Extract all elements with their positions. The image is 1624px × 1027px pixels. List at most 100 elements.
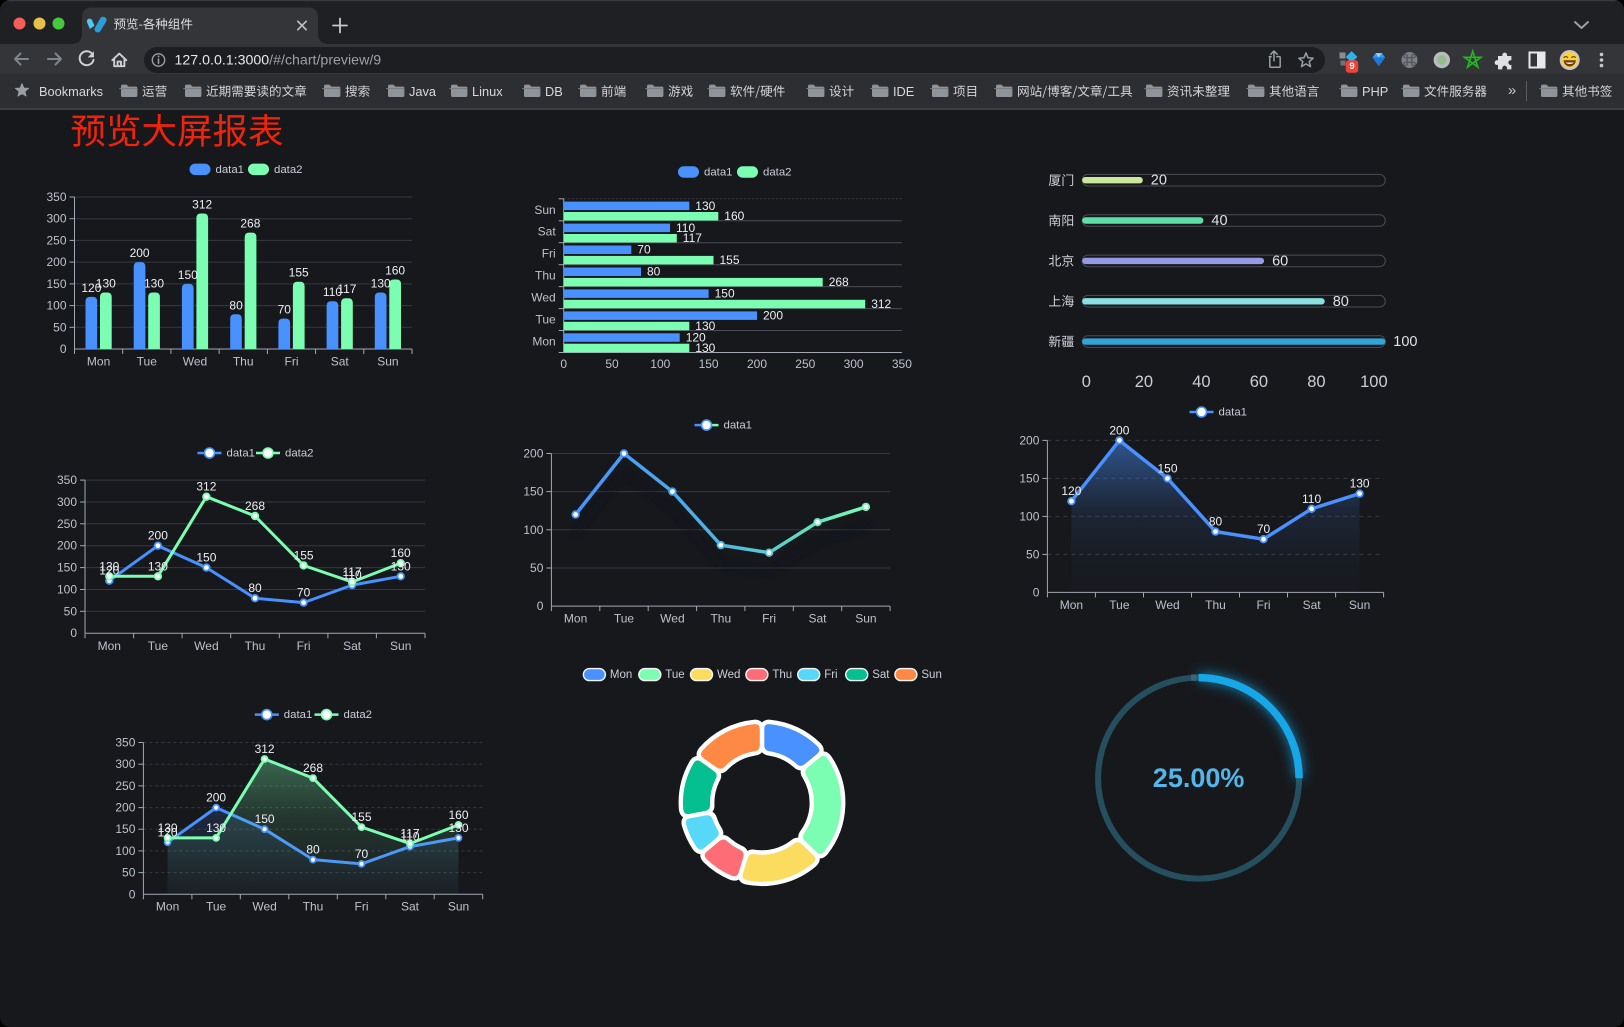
svg-text:DB: DB <box>545 84 563 99</box>
svg-text:155: 155 <box>351 810 371 824</box>
svg-text:50: 50 <box>53 320 67 334</box>
svg-text:PHP: PHP <box>1362 84 1388 99</box>
svg-text:200: 200 <box>1019 433 1039 447</box>
svg-text:250: 250 <box>795 357 815 371</box>
svg-text:312: 312 <box>192 198 212 212</box>
svg-text:130: 130 <box>448 821 468 835</box>
svg-text:0: 0 <box>70 626 77 640</box>
svg-text:268: 268 <box>240 217 260 231</box>
svg-text:Fri: Fri <box>297 639 311 653</box>
svg-text:data1: data1 <box>704 167 733 179</box>
svg-text:117: 117 <box>343 565 362 579</box>
svg-text:155: 155 <box>294 548 314 562</box>
svg-text:200: 200 <box>206 791 226 805</box>
svg-text:0: 0 <box>560 357 567 371</box>
svg-text:Tue: Tue <box>206 900 227 914</box>
svg-text:150: 150 <box>178 268 198 282</box>
svg-text:150: 150 <box>1019 471 1039 485</box>
svg-text:130: 130 <box>144 277 164 291</box>
svg-text:data2: data2 <box>344 709 373 721</box>
svg-text:Thu: Thu <box>233 355 254 369</box>
svg-text:130: 130 <box>695 341 715 355</box>
svg-text:110: 110 <box>1302 492 1321 506</box>
svg-text:70: 70 <box>297 586 311 600</box>
svg-text:200: 200 <box>747 357 767 371</box>
svg-text:160: 160 <box>724 209 744 223</box>
svg-text:160: 160 <box>385 264 405 278</box>
svg-text:Wed: Wed <box>1155 598 1179 612</box>
svg-text:150: 150 <box>57 561 77 575</box>
svg-text:350: 350 <box>115 736 135 750</box>
svg-text:300: 300 <box>844 357 864 371</box>
svg-text:Tue: Tue <box>665 669 684 681</box>
svg-text:130: 130 <box>391 559 411 573</box>
svg-text:130: 130 <box>1350 477 1370 491</box>
svg-text:Sun: Sun <box>534 203 555 217</box>
svg-text:130: 130 <box>158 821 178 835</box>
svg-text:Mon: Mon <box>87 355 110 369</box>
svg-text:110: 110 <box>343 568 362 582</box>
svg-text:Thu: Thu <box>535 269 556 283</box>
svg-text:0: 0 <box>537 599 544 613</box>
svg-text:268: 268 <box>245 499 265 513</box>
svg-text:250: 250 <box>115 779 135 793</box>
svg-text:100: 100 <box>1393 334 1417 350</box>
svg-text:80: 80 <box>229 298 243 312</box>
svg-text:80: 80 <box>1307 373 1325 391</box>
svg-text:110: 110 <box>323 285 342 299</box>
svg-text:Fri: Fri <box>762 612 776 626</box>
svg-text:data1: data1 <box>227 448 256 460</box>
svg-text:Wed: Wed <box>252 900 276 914</box>
svg-text:150: 150 <box>196 551 216 565</box>
svg-text:50: 50 <box>64 604 78 618</box>
svg-text:20: 20 <box>1151 173 1167 189</box>
svg-text:IDE: IDE <box>893 84 914 99</box>
svg-text:Tue: Tue <box>535 313 556 327</box>
svg-text:Thu: Thu <box>772 669 792 681</box>
svg-text:Tue: Tue <box>137 355 158 369</box>
svg-text:100: 100 <box>46 299 66 313</box>
svg-text:70: 70 <box>1257 522 1271 536</box>
svg-text:155: 155 <box>289 266 309 280</box>
svg-text:200: 200 <box>130 246 150 260</box>
svg-text:Sat: Sat <box>343 639 362 653</box>
svg-text:160: 160 <box>391 546 411 560</box>
svg-text:200: 200 <box>46 255 66 269</box>
svg-text:100: 100 <box>115 844 135 858</box>
svg-text:0: 0 <box>60 342 67 356</box>
svg-text:data1: data1 <box>724 420 753 432</box>
svg-text:25.00%: 25.00% <box>1153 763 1245 793</box>
svg-text:Java: Java <box>409 84 437 99</box>
svg-text:Sun: Sun <box>1349 598 1370 612</box>
svg-text:312: 312 <box>871 297 891 311</box>
svg-text:80: 80 <box>1333 294 1349 310</box>
svg-text:200: 200 <box>763 309 783 323</box>
svg-text:130: 130 <box>695 199 715 213</box>
svg-text:Wed: Wed <box>183 355 207 369</box>
svg-text:130: 130 <box>206 821 226 835</box>
svg-text:350: 350 <box>46 190 66 204</box>
svg-text:120: 120 <box>81 281 101 295</box>
svg-text:Mon: Mon <box>564 612 587 626</box>
svg-text:Sun: Sun <box>921 669 941 681</box>
svg-text:50: 50 <box>530 561 544 575</box>
svg-text:»: » <box>1508 82 1516 99</box>
svg-text:120: 120 <box>1061 484 1081 498</box>
svg-text:Fri: Fri <box>355 900 369 914</box>
svg-text:160: 160 <box>448 808 468 822</box>
svg-text:150: 150 <box>1157 461 1177 475</box>
svg-text:150: 150 <box>255 812 275 826</box>
svg-text:Sat: Sat <box>872 669 890 681</box>
svg-text:Tue: Tue <box>614 612 635 626</box>
svg-text:100: 100 <box>523 523 543 537</box>
svg-text:127.0.0.1:3000/#/chart/preview: 127.0.0.1:3000/#/chart/preview/9 <box>175 53 382 69</box>
svg-text:Sun: Sun <box>377 355 398 369</box>
svg-text:130: 130 <box>99 559 119 573</box>
svg-text:Tue: Tue <box>148 639 169 653</box>
svg-text:155: 155 <box>720 253 740 267</box>
svg-text:Sun: Sun <box>855 612 876 626</box>
svg-text:350: 350 <box>57 473 77 487</box>
svg-text:data1: data1 <box>1219 407 1248 419</box>
svg-text:Wed: Wed <box>194 639 218 653</box>
svg-text:268: 268 <box>829 275 849 289</box>
